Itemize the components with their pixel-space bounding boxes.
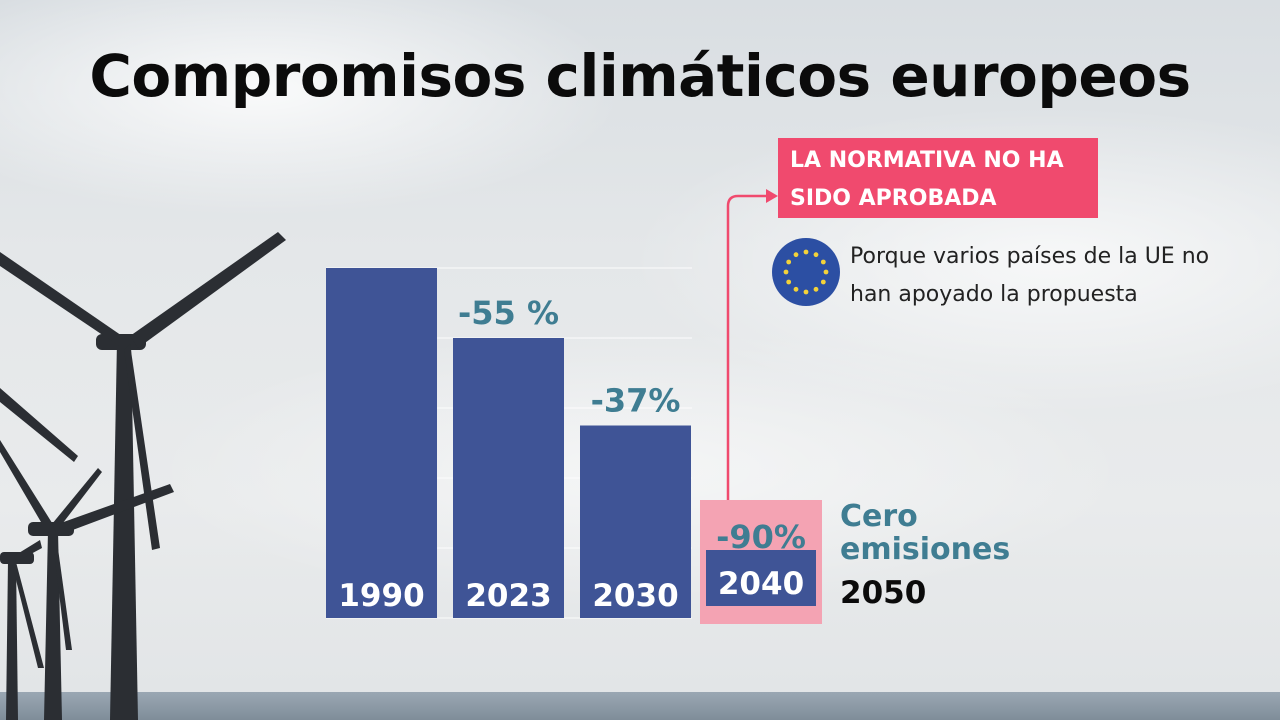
turbine-tower (110, 340, 138, 720)
eu-star-icon (823, 269, 829, 275)
bar-1990 (326, 268, 437, 618)
tick-label-1990: 1990 (338, 578, 424, 614)
eu-star-icon (820, 259, 826, 265)
tick-label-2040: 2040 (718, 566, 804, 602)
turbine-blade (0, 388, 78, 462)
arrow-head-icon (766, 189, 778, 203)
wind-turbines-illustration (0, 232, 286, 720)
bar-2023 (453, 338, 564, 618)
bar-labels: 1990 2023 -55 % 2030 -37% 2040 -90% (338, 294, 806, 614)
data-label-2030: -37% (591, 382, 681, 420)
tick-label-2023: 2023 (465, 578, 551, 614)
turbine-blade (130, 232, 286, 348)
zero-emissions-label: Cero emisiones (840, 499, 1011, 567)
eu-star-icon (803, 289, 809, 295)
status-badge: LA NORMATIVA NO HA SIDO APROBADA (778, 138, 1098, 218)
turbine-tower (6, 560, 18, 720)
year-2050-label: 2050 (840, 575, 927, 611)
data-label-2023: -55 % (458, 294, 559, 332)
eu-star-icon (820, 279, 826, 285)
turbine-blade (52, 468, 102, 532)
eu-star-icon (786, 259, 792, 265)
bar-2040 (706, 550, 816, 606)
eu-star-icon (803, 249, 809, 255)
eu-star-icon (813, 252, 819, 258)
eu-star-icon (813, 286, 819, 292)
turbine-blade (58, 484, 174, 534)
eu-note: Porque varios países de la UE no han apo… (850, 244, 1210, 307)
bar-2030 (580, 425, 691, 618)
turbine-blade (52, 534, 72, 650)
horizon-band (0, 692, 1280, 720)
data-label-2040: -90% (716, 518, 806, 556)
turbine-blade (14, 540, 42, 562)
tick-label-2030: 2030 (592, 578, 678, 614)
connector-arrow (726, 189, 778, 500)
page-title: Compromisos climáticos europeos (89, 42, 1191, 110)
turbine-blade (0, 440, 54, 534)
turbine-blade (12, 562, 44, 668)
eu-star-icon (783, 269, 789, 275)
eu-star-icon (786, 279, 792, 285)
bars (326, 268, 816, 618)
eu-flag-icon (772, 238, 840, 306)
turbine-blade (0, 252, 128, 348)
eu-star-icon (793, 252, 799, 258)
eu-star-icon (793, 286, 799, 292)
